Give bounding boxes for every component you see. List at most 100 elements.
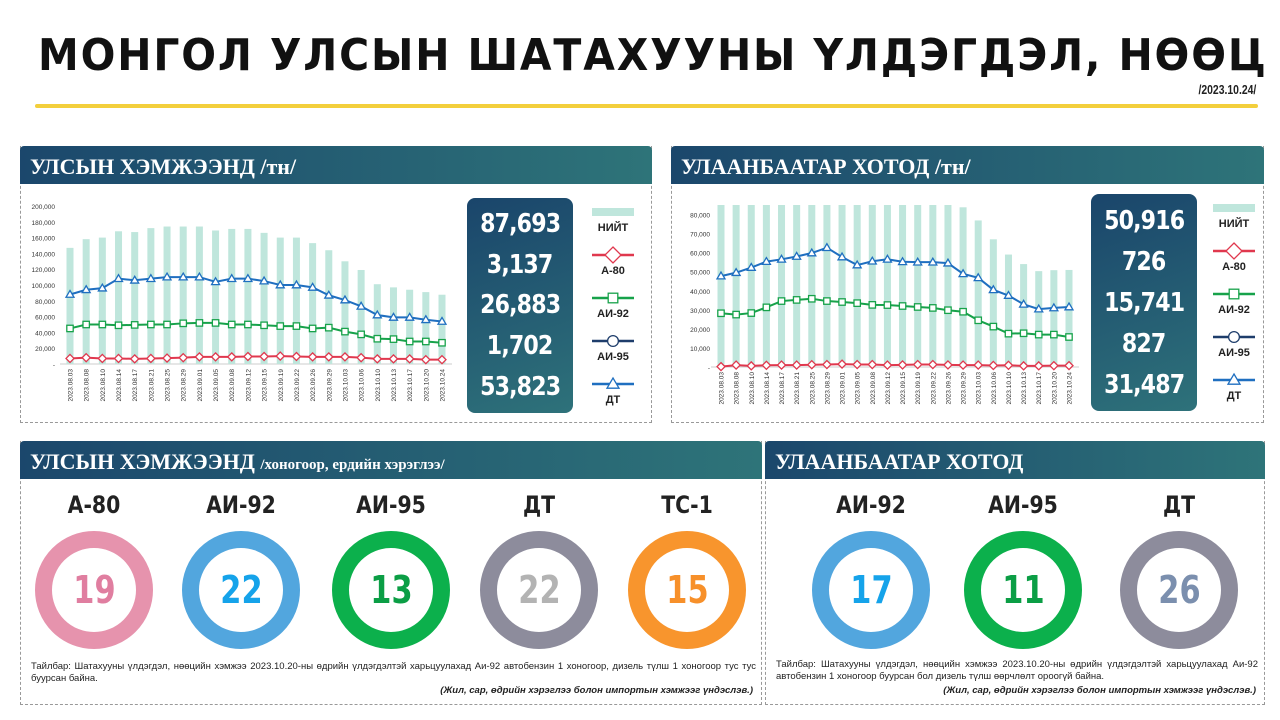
point-АИ-92 xyxy=(747,309,756,317)
source-note: (Жил, сар, өдрийн хэрэглээ болон импорты… xyxy=(943,685,1256,696)
point-ДТ xyxy=(761,256,772,266)
value-ai92: 15,741 xyxy=(1103,287,1185,318)
point-А-80 xyxy=(912,359,923,370)
point-ДТ xyxy=(64,289,76,298)
bar-swatch-icon xyxy=(592,208,634,216)
point-АИ-92 xyxy=(792,296,801,304)
legend-marker xyxy=(607,292,619,304)
legend-marker xyxy=(1228,288,1240,300)
bar-total xyxy=(868,205,876,367)
point-А-80 xyxy=(1018,360,1029,371)
point-А-80 xyxy=(988,360,999,371)
point-АИ-92 xyxy=(853,299,862,308)
bar-total xyxy=(98,237,106,364)
x-tick-label: 2023.10.06 xyxy=(359,369,366,402)
x-tick-label: 2023.09.19 xyxy=(915,372,922,405)
point-А-80 xyxy=(81,352,92,363)
chart-legend: НИЙТ А-80 АИ-92 АИ-95 ДТ xyxy=(1204,198,1264,413)
point-АИ-92 xyxy=(777,297,786,305)
point-А-80 xyxy=(259,351,270,362)
x-tick-label: 2023.09.29 xyxy=(326,369,333,402)
page-title: МОНГОЛ УЛСЫН ШАТАХУУНЫ ҮЛДЭГДЭЛ, НӨӨЦ xyxy=(38,30,1268,81)
donut-ring: 11 xyxy=(964,531,1082,649)
legend-marker xyxy=(1226,372,1242,385)
value-ai95: 1,702 xyxy=(487,331,554,362)
point-ДТ xyxy=(145,273,157,283)
point-АИ-92 xyxy=(944,306,952,315)
y-tick-label: 60,000 xyxy=(690,251,710,258)
point-АИ-92 xyxy=(823,297,831,305)
legend-item: АИ-92 xyxy=(583,288,643,331)
bar-total xyxy=(179,226,187,364)
point-АИ-92 xyxy=(357,330,365,339)
x-tick-label: 2023.10.10 xyxy=(1006,372,1013,405)
x-tick-label: 2023.10.24 xyxy=(1067,372,1074,405)
point-А-80 xyxy=(356,352,367,363)
x-tick-label: 2023.10.06 xyxy=(991,372,998,405)
national-days-panel: УЛСЫН ХЭМЖЭЭНД /хоногоор, ердийн хэрэглэ… xyxy=(20,441,762,705)
point-ДТ xyxy=(912,256,923,266)
panel-header: УЛСЫН ХЭМЖЭЭНД /хоногоор, ердийн хэрэглэ… xyxy=(20,441,762,479)
y-tick-label: - xyxy=(708,365,710,372)
point-ДТ xyxy=(715,270,727,280)
point-А-80 xyxy=(821,359,832,370)
y-tick-label: 20,000 xyxy=(690,327,710,334)
x-tick-label: 2023.10.17 xyxy=(1036,372,1043,405)
x-tick-label: 2023.09.22 xyxy=(294,369,301,402)
bar-total xyxy=(131,232,139,364)
bar-total xyxy=(989,239,997,367)
point-АИ-92 xyxy=(421,337,430,346)
x-tick-label: 2023.08.25 xyxy=(165,369,172,402)
point-А-80 xyxy=(404,353,415,364)
point-А-80 xyxy=(761,360,772,371)
y-tick-label: 120,000 xyxy=(32,267,56,274)
y-tick-label: 140,000 xyxy=(32,251,56,258)
point-ДТ xyxy=(1018,299,1029,308)
point-АИ-92 xyxy=(195,319,204,327)
legend-item: АИ-95 xyxy=(583,331,643,374)
point-АИ-92 xyxy=(341,327,349,336)
y-tick-label: 80,000 xyxy=(35,299,55,306)
point-А-80 xyxy=(372,353,383,364)
days-value: 22 xyxy=(517,568,561,612)
triangle-marker-icon xyxy=(1213,372,1255,385)
point-А-80 xyxy=(837,359,847,370)
point-А-80 xyxy=(275,351,286,362)
legend-marker xyxy=(604,246,622,264)
legend-label: АИ-92 xyxy=(597,308,629,320)
point-АИ-92 xyxy=(807,294,816,303)
point-ДТ xyxy=(882,254,893,263)
point-А-80 xyxy=(145,353,156,364)
point-А-80 xyxy=(210,351,221,362)
point-А-80 xyxy=(1033,360,1044,371)
point-АИ-92 xyxy=(98,320,107,329)
x-tick-label: 2023.08.10 xyxy=(100,369,107,402)
legend-label: ДТ xyxy=(1226,390,1242,402)
x-tick-label: 2023.09.12 xyxy=(885,372,892,405)
circle-marker-icon xyxy=(1213,330,1255,344)
legend-label: НИЙТ xyxy=(597,222,629,234)
line-А-80 xyxy=(69,355,442,361)
x-tick-label: 2023.09.26 xyxy=(310,369,317,402)
point-ДТ xyxy=(957,268,969,278)
fuel-label: ТС-1 xyxy=(661,491,713,519)
days-donut-5: ТС-1 15 xyxy=(622,491,752,649)
bar-total xyxy=(115,231,123,364)
point-АИ-92 xyxy=(114,321,123,330)
legend-label: АИ-95 xyxy=(1218,347,1250,359)
point-ДТ xyxy=(388,312,399,321)
point-ДТ xyxy=(836,251,848,261)
x-tick-label: 2023.08.08 xyxy=(84,369,91,402)
point-АИ-92 xyxy=(438,338,446,347)
point-ДТ xyxy=(372,309,383,319)
point-ДТ xyxy=(1033,303,1044,313)
fuel-label: АИ-92 xyxy=(836,491,906,519)
circle-marker-icon xyxy=(592,334,634,348)
ub-days-panel: УЛААНБААТАР ХОТОД АИ-92 17 АИ-95 11 ДТ 26 Тай… xyxy=(765,441,1265,705)
bar-total xyxy=(389,287,397,364)
days-donut-4: ДТ 22 xyxy=(474,491,604,649)
legend-item: НИЙТ xyxy=(1204,198,1264,241)
bar-total xyxy=(260,232,268,364)
days-donut-3: АИ-95 13 xyxy=(326,491,456,649)
diamond-marker-icon xyxy=(592,246,634,264)
